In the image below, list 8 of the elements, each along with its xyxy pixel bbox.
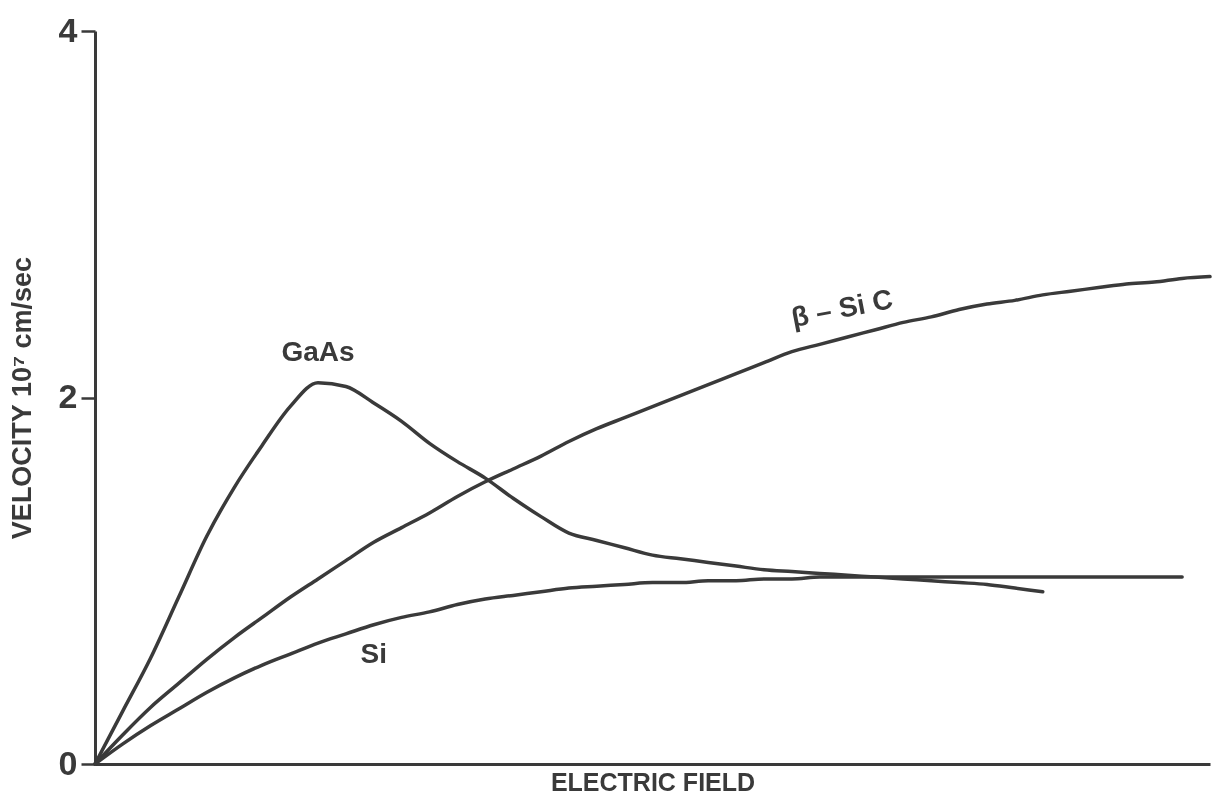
y-tick-label: 4 xyxy=(58,10,78,49)
y-axis-title: VELOCITY 10⁷ cm/sec xyxy=(6,256,37,540)
x-axis-title: ELECTRIC FIELD xyxy=(550,767,756,796)
text: β – Si C xyxy=(788,283,896,334)
y-tick-label: 0 xyxy=(58,743,78,782)
series-label: Si xyxy=(360,637,387,669)
series-label: GaAs xyxy=(281,335,355,367)
y-tick-label: 2 xyxy=(58,377,78,415)
